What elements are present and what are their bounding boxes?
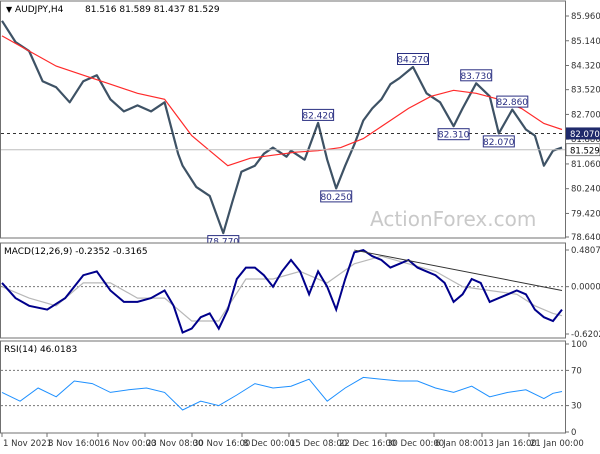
rsi-panel: RSI(14) 46.0183 100 70 30 0 — [1, 340, 588, 438]
x-tick-label: 6 Jan 08:00 — [435, 439, 483, 449]
x-tick-label: 1 Nov 2021 — [3, 439, 52, 449]
macd-tick-label: 0.0000 — [571, 283, 600, 293]
x-tick-label: 21 Jan 00:00 — [530, 439, 584, 449]
main-panel-title: AUDJPY,H4 — [15, 5, 64, 15]
macd-panel: MACD(12,26,9) -0.2352 -0.3165 0.4807 0.00… — [1, 243, 600, 340]
macd-tick-label: 0.4807 — [571, 246, 600, 256]
main-panel-arrow: ▼ — [6, 5, 13, 14]
price-tick-label: 80.240 — [571, 185, 600, 195]
price-tick-label: 85.140 — [571, 37, 600, 47]
price-tick-label: 85.960 — [571, 12, 600, 22]
level-82070-label: 82.070 — [570, 130, 600, 140]
rsi-tick-label: 70 — [571, 366, 582, 376]
price-label-text: 82.310 — [438, 131, 470, 141]
rsi-panel-title: RSI(14) 46.0183 — [4, 345, 77, 355]
price-label-text: 80.250 — [320, 193, 352, 203]
main-panel-ohlc: 81.516 81.589 81.437 81.529 — [85, 5, 220, 15]
x-tick-label: 8 Nov 16:00 — [48, 439, 100, 449]
price-label-text: 82.070 — [483, 138, 515, 148]
rsi-tick-label: 30 — [571, 402, 582, 412]
price-tick-label: 78.640 — [571, 233, 600, 243]
rsi-tick-label: 0 — [571, 428, 576, 438]
price-label-text: 83.730 — [460, 72, 492, 82]
macd-panel-title: MACD(12,26,9) -0.2352 -0.3165 — [4, 247, 148, 257]
main-panel-frame — [1, 1, 566, 238]
price-tick-label: 79.420 — [571, 209, 600, 219]
macd-panel-frame — [1, 243, 566, 338]
macd-y-axis: 0.4807 0.0000 -0.6202 — [565, 246, 600, 340]
price-tick-label: 82.700 — [571, 110, 600, 120]
price-tick-label: 81.060 — [571, 160, 600, 170]
price-label-text: 82.860 — [497, 98, 529, 108]
price-tick-label: 81.529 — [570, 146, 600, 156]
watermark: ActionForex.com — [370, 207, 536, 231]
macd-tick-label: -0.6202 — [571, 330, 600, 340]
price-label-text: 82.420 — [302, 111, 334, 121]
price-tick-label: 84.320 — [571, 62, 600, 72]
price-y-axis: 85.96085.14084.32083.52082.70081.88081.5… — [565, 12, 600, 243]
price-label-text: 84.270 — [397, 56, 429, 66]
x-tick-label: 30 Nov 16:00 — [193, 439, 250, 449]
rsi-tick-label: 100 — [571, 340, 587, 350]
x-tick-label: 8 Dec 00:00 — [243, 439, 295, 449]
main-price-panel: ▼ AUDJPY,H4 81.516 81.589 81.437 81.529 … — [1, 1, 600, 248]
price-tick-label: 83.520 — [571, 86, 600, 96]
rsi-y-axis: 100 70 30 0 — [565, 340, 587, 438]
x-tick-label: 13 Jan 16:00 — [483, 439, 537, 449]
